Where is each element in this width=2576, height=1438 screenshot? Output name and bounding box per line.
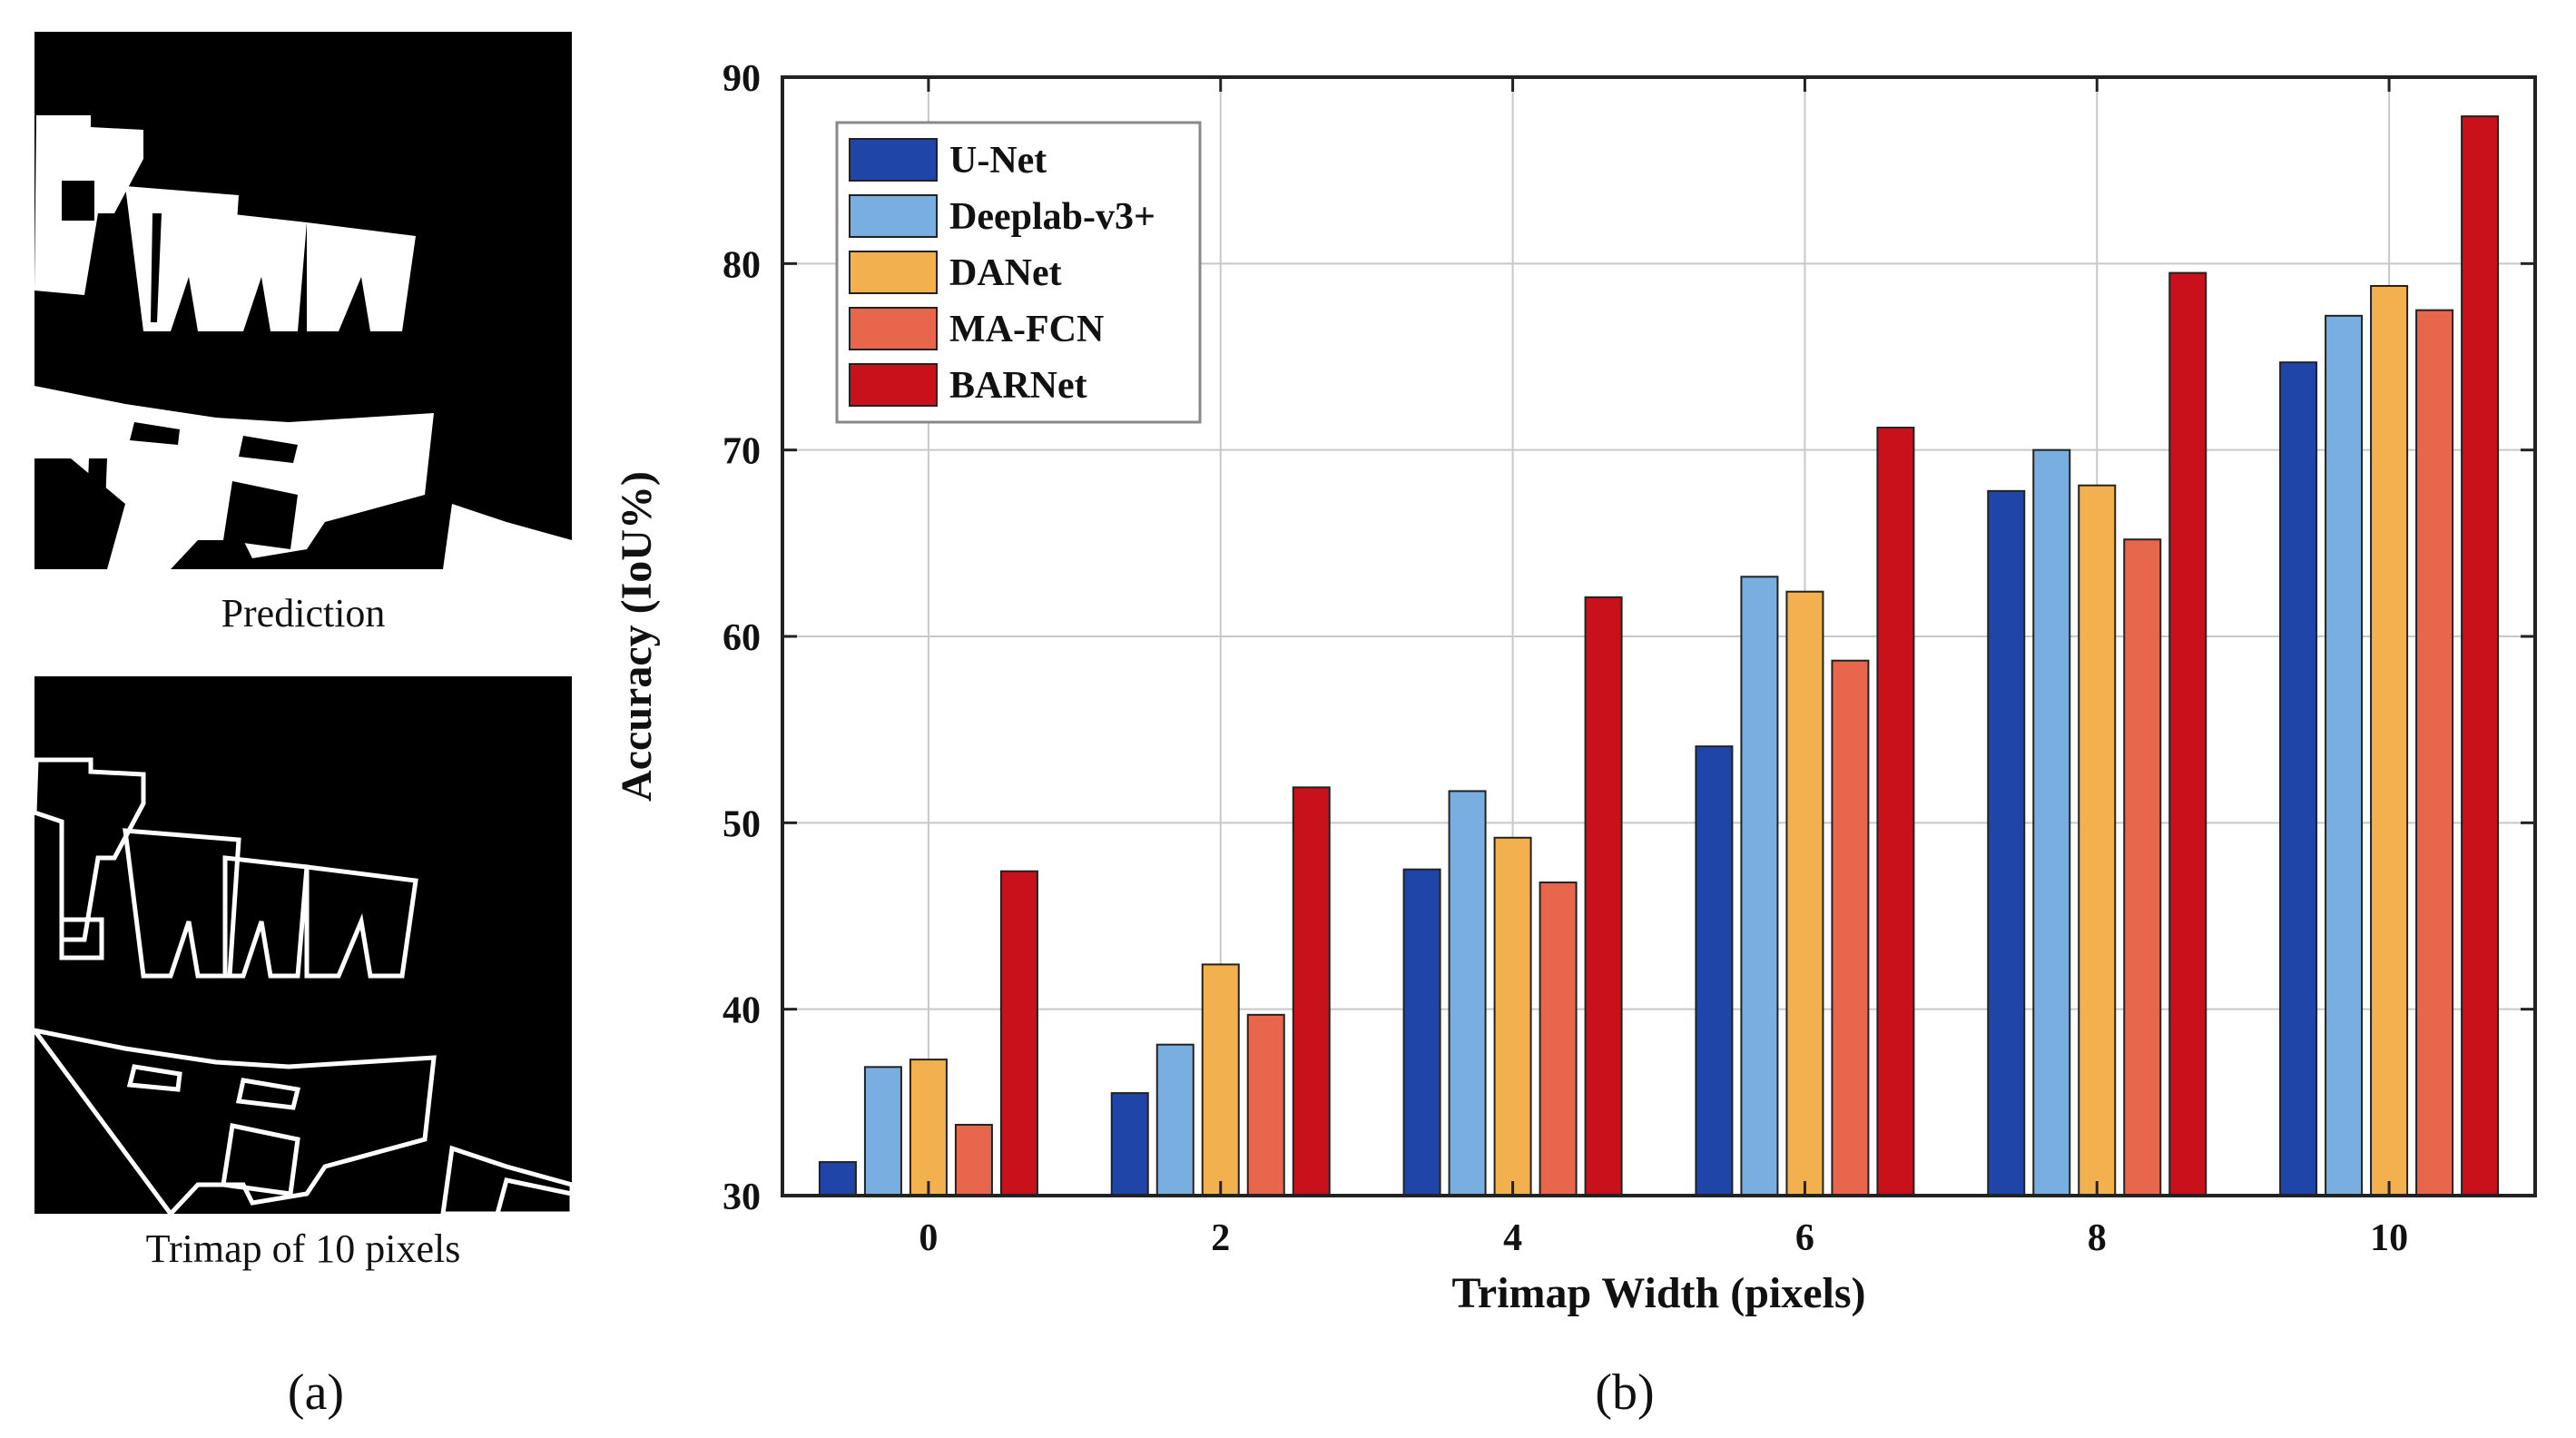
- bar-layer: [818, 115, 2500, 1197]
- legend-label-u-net: U-Net: [949, 140, 1047, 182]
- bar-barnet-2: [1292, 786, 1331, 1197]
- bar-barnet-4: [1584, 596, 1623, 1197]
- panel-b-label: (b): [1595, 1364, 1655, 1421]
- prediction-caption: Prediction: [221, 591, 386, 635]
- bar-u-net-8: [1987, 489, 2026, 1197]
- legend-swatch-deeplab-v3-: [849, 194, 938, 238]
- bar-ma-fcn-2: [1246, 1013, 1285, 1197]
- y-tick-label: 40: [723, 990, 761, 1032]
- bar-danet-6: [1785, 590, 1824, 1197]
- x-tick-label: 4: [1503, 1217, 1522, 1259]
- x-tick-label: 0: [919, 1217, 938, 1259]
- legend-label-ma-fcn: MA-FCN: [949, 309, 1104, 350]
- bar-danet-10: [2370, 284, 2409, 1197]
- bar-danet-8: [2078, 484, 2117, 1197]
- y-tick-label: 60: [723, 617, 761, 659]
- bar-danet-0: [909, 1059, 948, 1197]
- bar-u-net-2: [1110, 1092, 1149, 1197]
- x-axis-title: Trimap Width (pixels): [1451, 1269, 1865, 1317]
- legend-swatch-danet: [849, 251, 938, 294]
- y-tick-label: 70: [723, 431, 761, 473]
- bar-danet-2: [1201, 963, 1240, 1197]
- bar-deeplab-v3--2: [1155, 1043, 1195, 1197]
- legend-label-deeplab-v3-: Deeplab-v3+: [949, 196, 1155, 238]
- bar-ma-fcn-0: [954, 1123, 993, 1197]
- bar-barnet-0: [999, 870, 1038, 1197]
- bar-u-net-0: [818, 1161, 857, 1197]
- axis-layer: 30 40 50 60 70 80 90 0 2 4 6 8 10: [723, 58, 2535, 1259]
- bar-deeplab-v3--6: [1740, 576, 1779, 1197]
- bar-ma-fcn-4: [1539, 882, 1578, 1197]
- legend-label-barnet: BARNet: [949, 365, 1087, 407]
- bar-deeplab-v3--10: [2325, 314, 2364, 1197]
- y-tick-label: 80: [723, 244, 761, 286]
- x-tick-label: 10: [2370, 1217, 2408, 1259]
- prediction-image: [34, 32, 572, 569]
- y-tick-label: 30: [723, 1177, 761, 1218]
- x-tick-label: 6: [1795, 1217, 1814, 1259]
- trimap-image: [34, 676, 572, 1214]
- legend-swatch-barnet: [849, 363, 938, 407]
- bar-barnet-10: [2461, 115, 2500, 1197]
- legend-swatch-ma-fcn: [849, 307, 938, 350]
- panel-a-label: (a): [287, 1364, 345, 1421]
- x-tick-label: 2: [1211, 1217, 1230, 1259]
- legend-swatch-u-net: [849, 138, 938, 182]
- bar-u-net-6: [1695, 745, 1734, 1197]
- trimap-caption: Trimap of 10 pixels: [145, 1226, 461, 1271]
- bar-ma-fcn-10: [2415, 309, 2454, 1197]
- bar-barnet-8: [2168, 271, 2207, 1197]
- y-axis-title: Accuracy (IoU%): [613, 471, 661, 802]
- bar-barnet-6: [1876, 427, 1915, 1197]
- bar-ma-fcn-8: [2123, 538, 2162, 1197]
- x-tick-label: 8: [2088, 1217, 2107, 1259]
- bar-u-net-10: [2279, 361, 2318, 1197]
- bar-u-net-4: [1402, 868, 1441, 1197]
- bar-deeplab-v3--8: [2032, 448, 2071, 1197]
- bar-deeplab-v3--4: [1448, 790, 1487, 1197]
- y-tick-label: 50: [723, 803, 761, 845]
- bar-deeplab-v3--0: [863, 1066, 902, 1197]
- legend-label-danet: DANet: [949, 252, 1062, 294]
- y-tick-label: 90: [723, 58, 761, 100]
- legend: U-Net Deeplab-v3+ DANet MA-FCN BARNet: [835, 121, 1202, 424]
- bar-ma-fcn-6: [1831, 659, 1870, 1197]
- bar-danet-4: [1493, 836, 1532, 1197]
